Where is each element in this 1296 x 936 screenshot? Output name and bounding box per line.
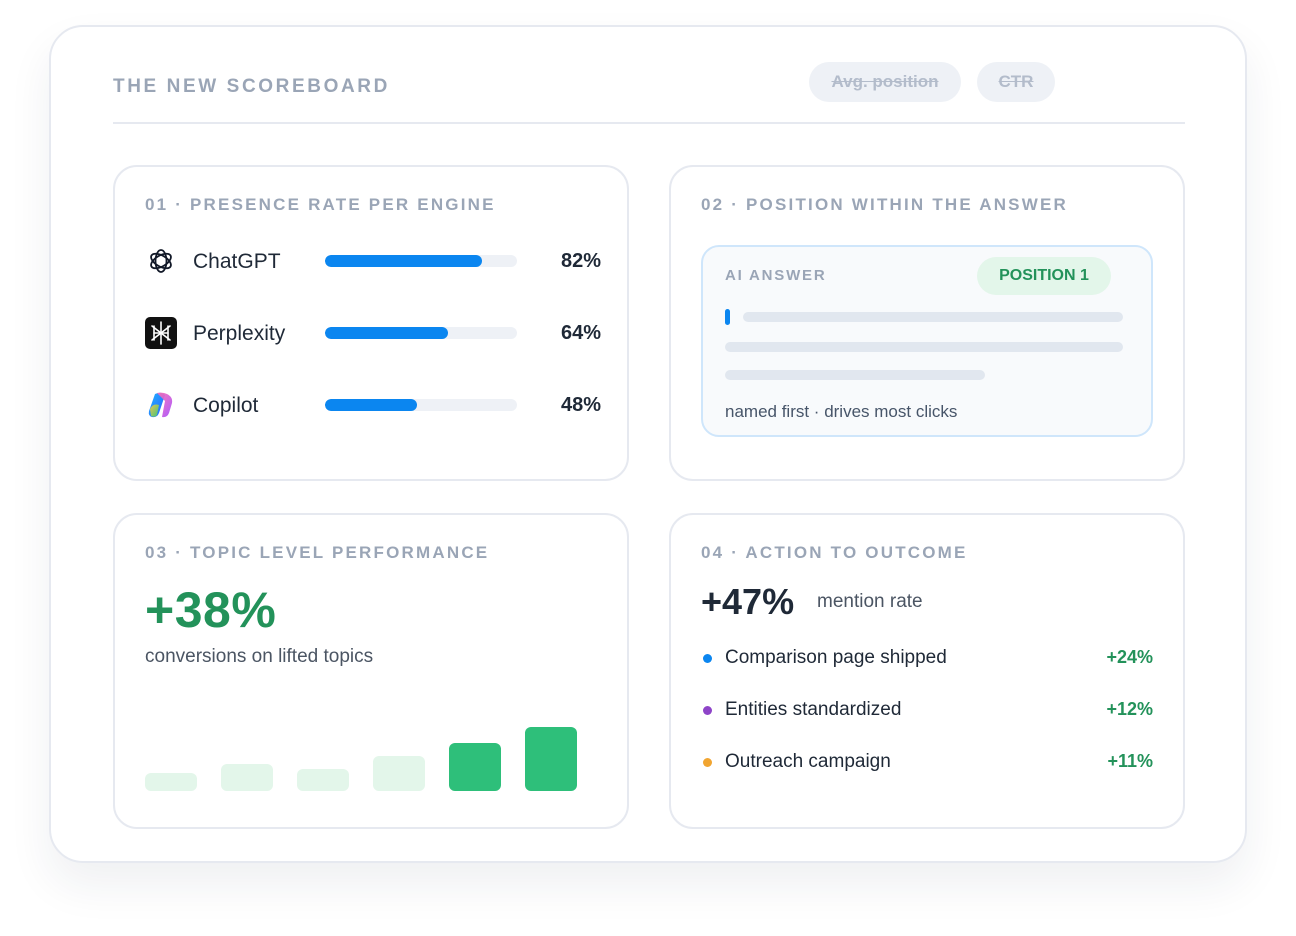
ai-answer-label: AI ANSWER: [725, 267, 827, 284]
first-mention-marker: [725, 309, 730, 325]
topic-bar: [373, 756, 425, 791]
action-label: Entities standardized: [725, 699, 902, 720]
engine-name: ChatGPT: [193, 250, 281, 273]
answer-text-line: [725, 370, 985, 380]
engine-name: Copilot: [193, 394, 259, 417]
ctr-chip: CTR: [977, 62, 1055, 102]
board-divider: [113, 122, 1185, 124]
action-delta: +24%: [1106, 647, 1153, 667]
bullet-dot-icon: [703, 654, 712, 663]
action-delta: +12%: [1106, 699, 1153, 719]
action-item: Entities standardized +12%: [701, 696, 1153, 724]
topic-performance-card: 03 · TOPIC LEVEL PERFORMANCE +38% conver…: [113, 513, 629, 829]
position-caption: named first · drives most clicks: [725, 402, 958, 421]
presence-rate-card: 01 · PRESENCE RATE PER ENGINE ChatGPT 82…: [113, 165, 629, 481]
topic-headline-value: +38%: [145, 582, 277, 638]
action-item: Outreach campaign +11%: [701, 748, 1153, 776]
action-delta: +11%: [1107, 751, 1153, 771]
presence-value: 64%: [560, 322, 601, 344]
presence-bar-track: [325, 327, 517, 339]
card-title: 04 · ACTION TO OUTCOME: [701, 543, 968, 562]
topic-bar-chart: [145, 711, 585, 791]
answer-text-line: [743, 312, 1123, 322]
card-title: 02 · POSITION WITHIN THE ANSWER: [701, 195, 1068, 214]
engine-row-copilot: Copilot 48%: [145, 385, 601, 425]
presence-bar-track: [325, 399, 517, 411]
board-title: THE NEW SCOREBOARD: [113, 76, 390, 97]
engine-name: Perplexity: [193, 322, 286, 345]
topic-bar: [221, 764, 273, 791]
perplexity-icon: [145, 317, 177, 349]
action-label: Outreach campaign: [725, 751, 891, 772]
presence-bar-track: [325, 255, 517, 267]
answer-text-line: [725, 342, 1123, 352]
topic-bar: [297, 769, 349, 791]
engine-row-chatgpt: ChatGPT 82%: [145, 241, 601, 281]
action-item: Comparison page shipped +24%: [701, 644, 1153, 672]
action-outcome-card: 04 · ACTION TO OUTCOME +47% mention rate…: [669, 513, 1185, 829]
topic-bar-lifted: [525, 727, 577, 791]
chatgpt-icon: [145, 245, 177, 277]
mention-rate-value: +47%: [701, 581, 795, 622]
presence-bar-fill: [325, 327, 448, 339]
position-card: 02 · POSITION WITHIN THE ANSWER AI ANSWE…: [669, 165, 1185, 481]
presence-value: 82%: [560, 250, 601, 272]
presence-bar-fill: [325, 399, 418, 411]
avg-position-chip: Avg. position: [809, 62, 961, 102]
presence-value: 48%: [560, 394, 601, 416]
bullet-dot-icon: [703, 758, 712, 767]
topic-caption: conversions on lifted topics: [145, 646, 374, 667]
copilot-icon: [145, 389, 177, 421]
engine-row-perplexity: Perplexity 64%: [145, 313, 601, 353]
card-title: 01 · PRESENCE RATE PER ENGINE: [145, 195, 496, 214]
ai-answer-preview: AI ANSWER POSITION 1 named first · drive…: [701, 245, 1153, 437]
scoreboard-panel: THE NEW SCOREBOARD Avg. position CTR 01 …: [49, 25, 1247, 863]
mention-rate-label: mention rate: [817, 591, 923, 612]
presence-bar-fill: [325, 255, 483, 267]
topic-bar-lifted: [449, 743, 501, 791]
bullet-dot-icon: [703, 706, 712, 715]
position-badge: POSITION 1: [977, 257, 1111, 295]
action-label: Comparison page shipped: [725, 647, 947, 668]
topic-bar: [145, 773, 197, 791]
card-title: 03 · TOPIC LEVEL PERFORMANCE: [145, 543, 490, 562]
